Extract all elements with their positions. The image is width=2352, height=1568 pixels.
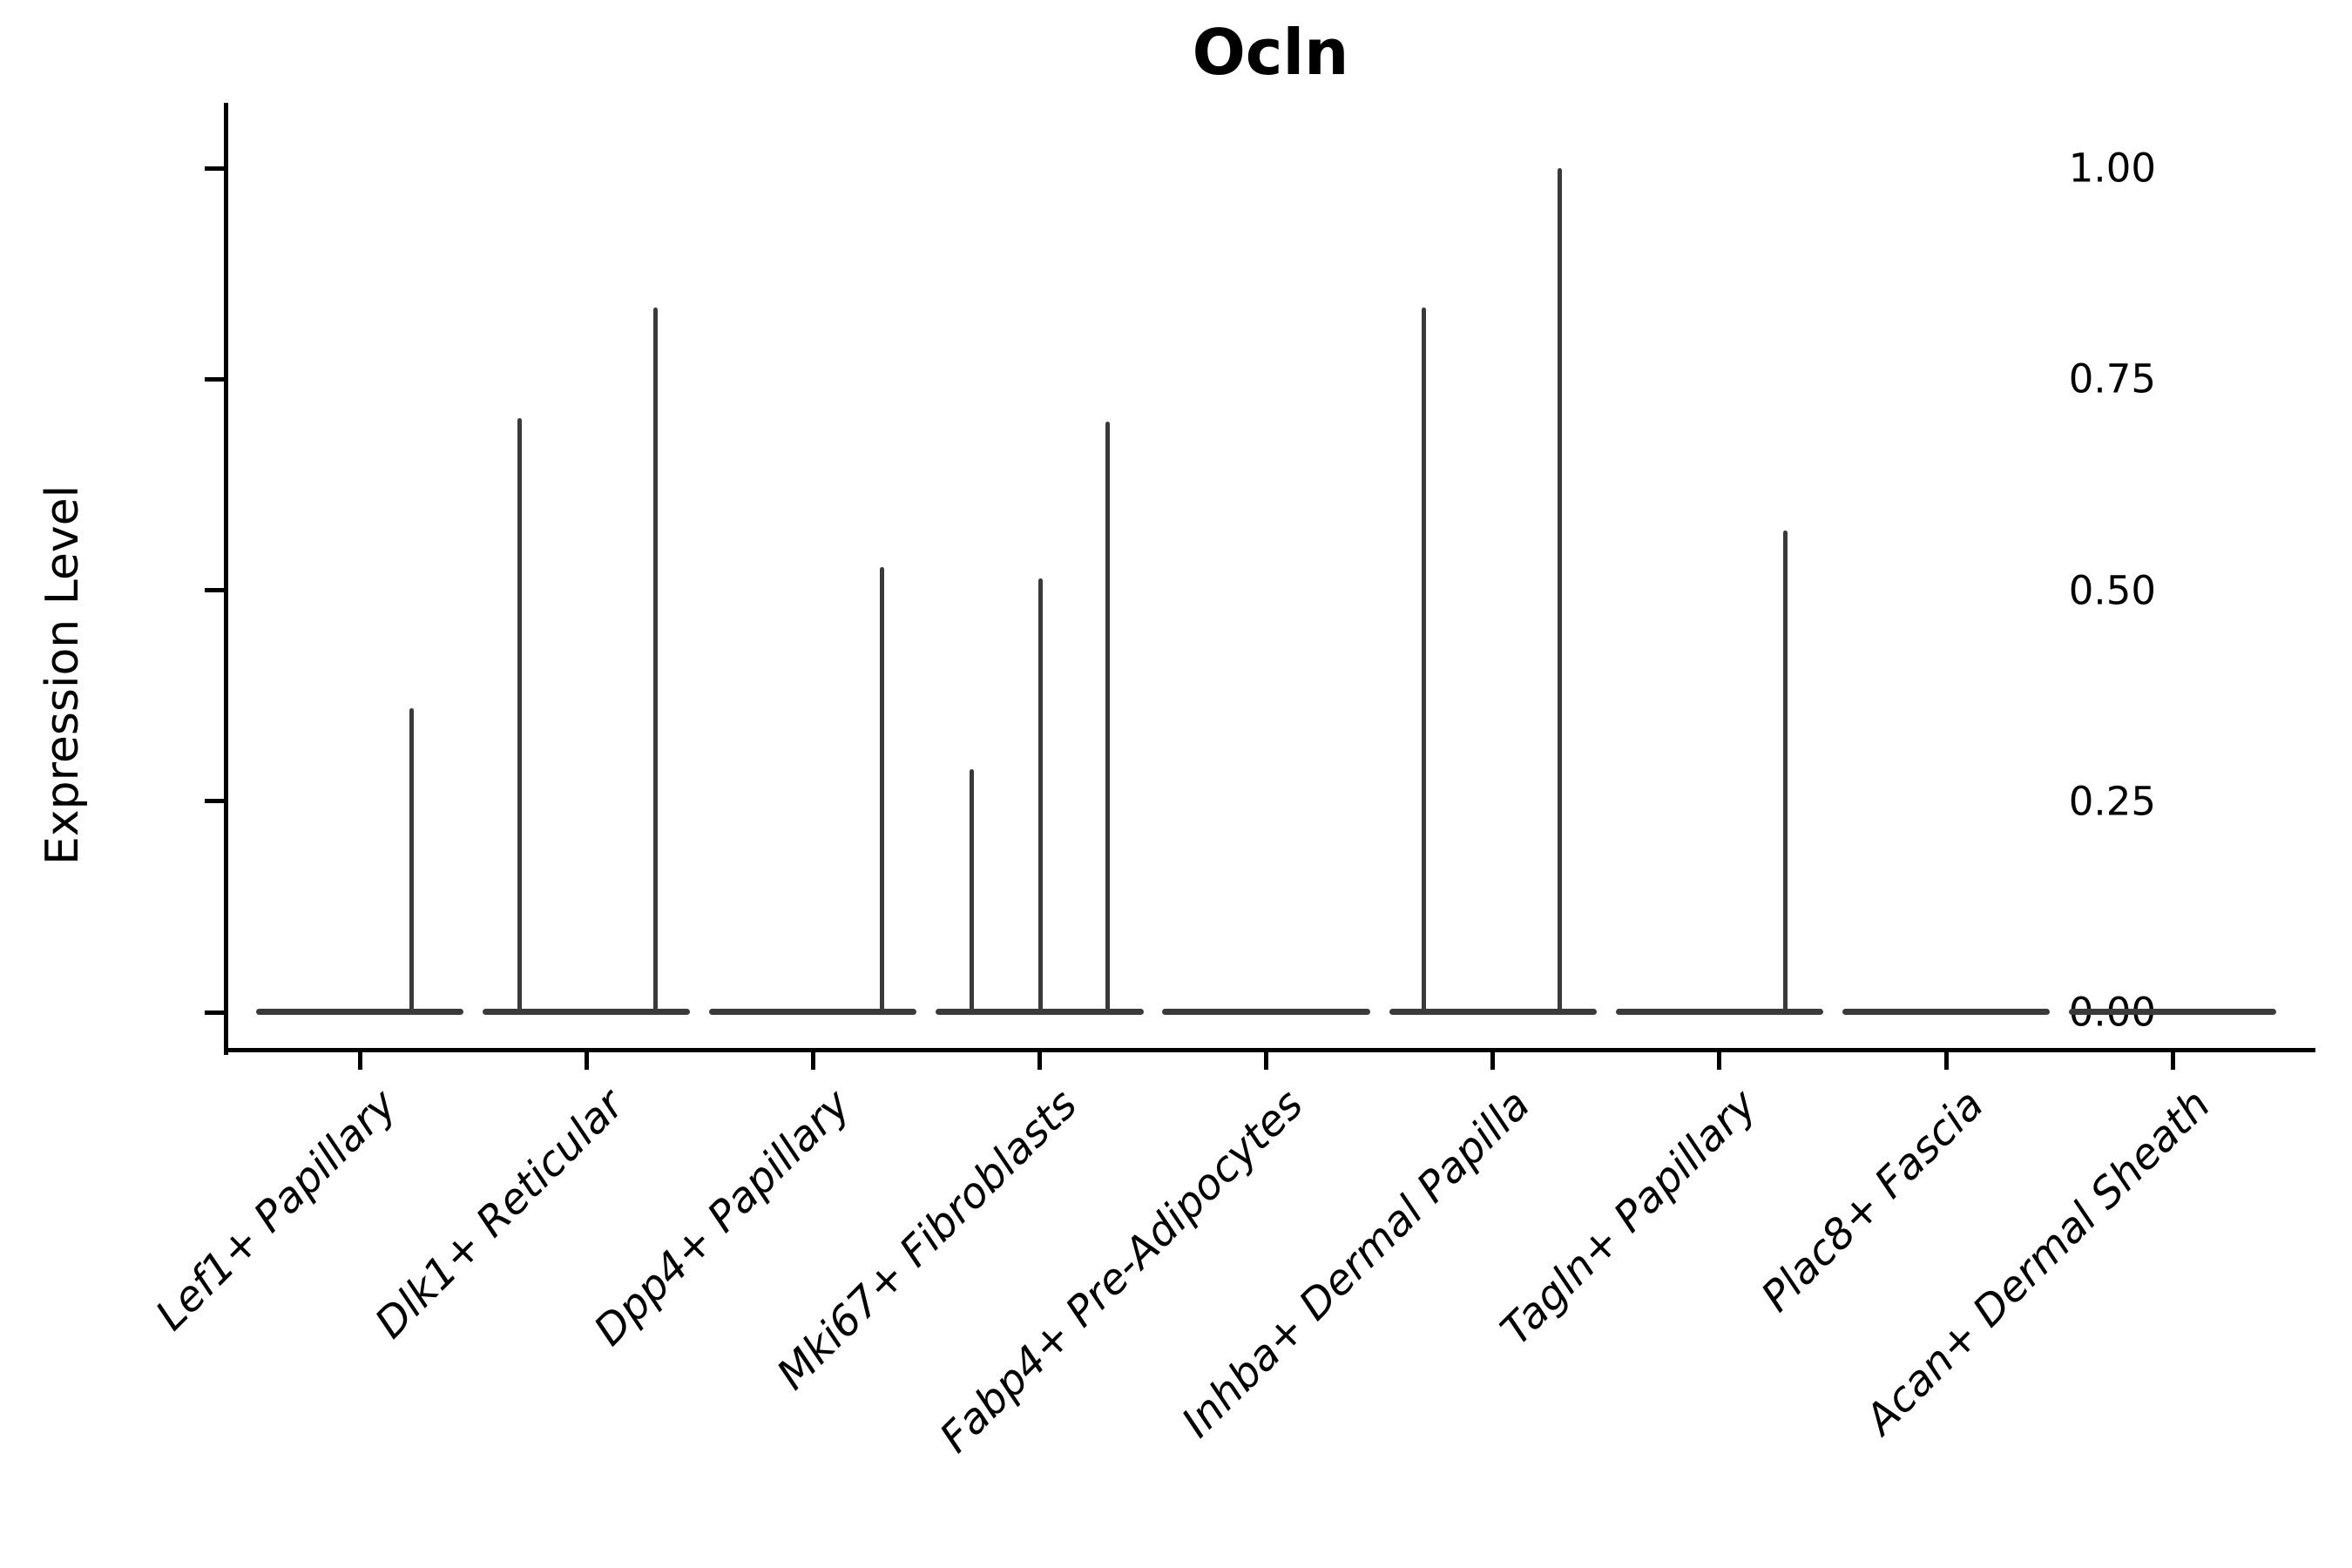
y-tick (205, 166, 224, 171)
violin-spike (969, 768, 974, 1013)
violin-body (1162, 1009, 1370, 1015)
violin-spike (1105, 421, 1110, 1013)
violin-spike (1422, 307, 1427, 1013)
y-tick (205, 588, 224, 592)
x-tick (584, 1052, 589, 1070)
violin-spike (652, 307, 658, 1013)
violin-spike (517, 417, 522, 1013)
y-tick (205, 1010, 224, 1015)
y-tick (205, 376, 224, 382)
violin-spike (1558, 168, 1563, 1013)
x-tick-label: Fabp4+ Pre-Adipocytes (930, 1080, 1314, 1463)
violin-spike (409, 708, 415, 1013)
violin-body (1615, 1009, 1824, 1015)
y-axis-label: Expression Level (37, 484, 89, 866)
violin-body (1842, 1009, 2051, 1015)
x-tick-label: Lef1+ Papillary (146, 1080, 407, 1341)
x-tick-label: Dlk1+ Reticular (365, 1080, 633, 1348)
violin-spike (1037, 578, 1043, 1013)
violin-body (255, 1009, 464, 1015)
violin-body (483, 1009, 691, 1015)
x-tick (1717, 1052, 1722, 1070)
x-tick (1037, 1052, 1042, 1070)
violin-body (709, 1009, 917, 1015)
y-tick-label: 0.50 (2068, 567, 2156, 613)
violin-spike (1783, 530, 1788, 1013)
x-tick (1943, 1052, 1949, 1070)
y-axis-line (224, 103, 228, 1055)
x-tick (357, 1052, 362, 1070)
y-tick-label: 0.25 (2068, 778, 2156, 825)
x-tick (810, 1052, 815, 1070)
x-tick (2170, 1052, 2175, 1070)
x-tick (1264, 1052, 1269, 1070)
x-axis-line (224, 1048, 2315, 1052)
violin-body (1389, 1009, 1597, 1015)
violin-body (2069, 1009, 2277, 1015)
chart-title: Ocln (1192, 16, 1349, 89)
y-tick (205, 799, 224, 804)
x-tick-label: Tagln+ Papillary (1491, 1080, 1767, 1355)
y-tick-label: 0.75 (2068, 355, 2156, 402)
y-tick-label: 1.00 (2068, 145, 2156, 192)
x-tick-label: Plac8+ Fascia (1751, 1080, 1993, 1321)
violin-spike (879, 567, 884, 1013)
x-tick (1490, 1052, 1496, 1070)
